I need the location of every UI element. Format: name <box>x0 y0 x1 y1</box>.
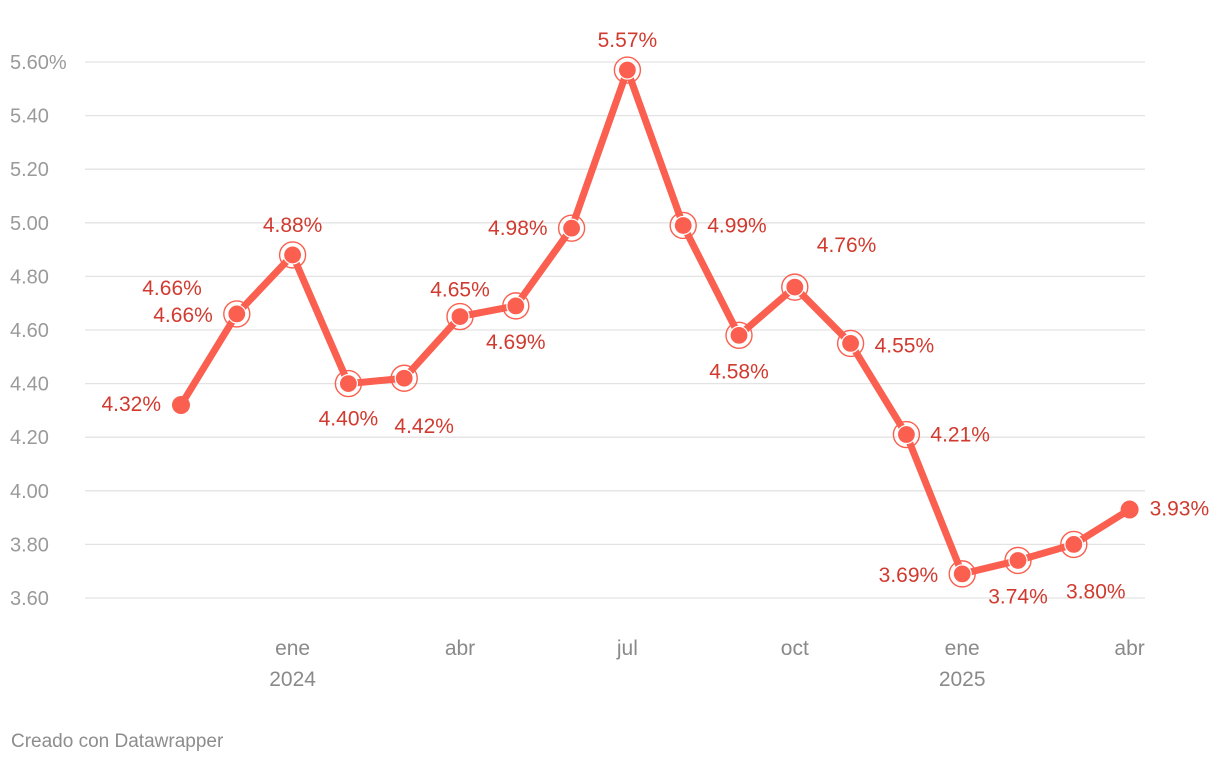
data-label: 4.40% <box>319 408 379 431</box>
credit-text: Creado con Datawrapper <box>11 731 224 752</box>
y-tick-label: 4.80 <box>10 266 49 288</box>
data-label: 4.21% <box>930 424 990 447</box>
data-point <box>1064 534 1084 555</box>
data-point-ring <box>334 369 363 398</box>
data-label: 4.69% <box>486 331 546 354</box>
y-tick-label: 3.60 <box>10 588 49 610</box>
data-point-ring <box>502 292 530 320</box>
gridlines <box>85 61 1145 599</box>
y-axis: 3.60 3.80 4.00 4.20 4.40 4.60 4.80 5.00 5.20 5.40… <box>10 52 67 610</box>
series-line <box>177 66 1134 578</box>
data-point <box>617 60 638 80</box>
data-point <box>283 245 303 265</box>
data-label: 4.88% <box>263 214 323 237</box>
data-label: 4.99% <box>707 214 767 237</box>
y-tick-label: 4.00 <box>10 481 49 503</box>
data-label: 4.65% <box>430 279 490 302</box>
data-label: 4.32% <box>101 393 161 416</box>
y-tick-label: 5.00 <box>10 213 49 235</box>
x-axis: ene 2024 abr jul oct ene 2025 abr <box>269 637 1145 691</box>
data-label: 4.58% <box>709 360 769 383</box>
data-label: 4.98% <box>488 217 548 240</box>
data-point <box>338 374 358 394</box>
x-tick-label: ene <box>945 637 980 660</box>
data-point <box>729 325 749 345</box>
x-tick-label: jul <box>616 637 638 660</box>
data-point <box>172 396 190 415</box>
data-label: 4.76% <box>817 234 877 257</box>
annotation-label: 4.66% <box>142 277 202 300</box>
data-label: 3.80% <box>1066 580 1126 603</box>
data-point-ring <box>278 241 307 269</box>
y-tick-label: 3.80 <box>10 534 49 556</box>
data-point <box>1120 500 1139 519</box>
data-point-ring <box>836 329 865 358</box>
data-point <box>561 218 582 238</box>
series-line-group <box>172 56 1139 588</box>
y-tick-label: 5.60% <box>10 52 67 74</box>
y-tick-label: 4.40 <box>10 374 49 396</box>
data-point-ring <box>613 56 642 84</box>
x-tick-year: 2025 <box>939 668 986 691</box>
y-tick-label: 5.40 <box>10 106 49 128</box>
data-point-ring <box>446 302 474 331</box>
data-point <box>673 215 693 236</box>
data-point-ring <box>669 211 697 240</box>
data-point-ring <box>781 273 809 301</box>
data-point-ring <box>725 321 753 350</box>
data-labels: 4.32% 4.66% 4.88% 4.40% 4.42% 4.65% 4.69% 4.98%… <box>101 29 1209 608</box>
y-tick-label: 4.60 <box>10 320 49 342</box>
y-tick-label: 5.20 <box>10 159 49 181</box>
data-point-ring <box>390 364 418 392</box>
data-label: 3.74% <box>988 585 1048 608</box>
data-point <box>896 424 917 445</box>
data-label: 4.55% <box>875 334 935 357</box>
data-point <box>506 296 526 316</box>
data-point-ring <box>1004 546 1032 575</box>
data-point <box>1008 550 1028 571</box>
data-point <box>840 333 861 353</box>
data-point <box>227 304 247 324</box>
line-chart: 3.60 3.80 4.00 4.20 4.40 4.60 4.80 5.00 5.20 5.40… <box>10 29 1209 691</box>
data-point-ring <box>557 214 586 242</box>
data-label: 3.93% <box>1150 498 1210 521</box>
x-tick-year: 2024 <box>269 668 316 691</box>
x-tick-label: oct <box>781 637 809 660</box>
data-point-ring <box>1060 530 1088 559</box>
data-point <box>952 564 972 584</box>
data-point <box>785 277 805 297</box>
data-point-ring <box>948 560 976 588</box>
data-label: 3.69% <box>879 564 939 587</box>
data-label: 5.57% <box>598 29 658 52</box>
data-label: 4.42% <box>394 415 454 438</box>
data-point <box>394 368 414 388</box>
data-point-ring <box>223 300 251 328</box>
data-point-ring <box>892 420 921 449</box>
data-label: 4.66% <box>153 304 213 327</box>
x-tick-label: ene <box>275 637 310 660</box>
x-tick-label: abr <box>1114 637 1144 660</box>
data-point <box>450 307 470 327</box>
x-tick-label: abr <box>445 637 475 660</box>
y-tick-label: 4.20 <box>10 427 49 449</box>
